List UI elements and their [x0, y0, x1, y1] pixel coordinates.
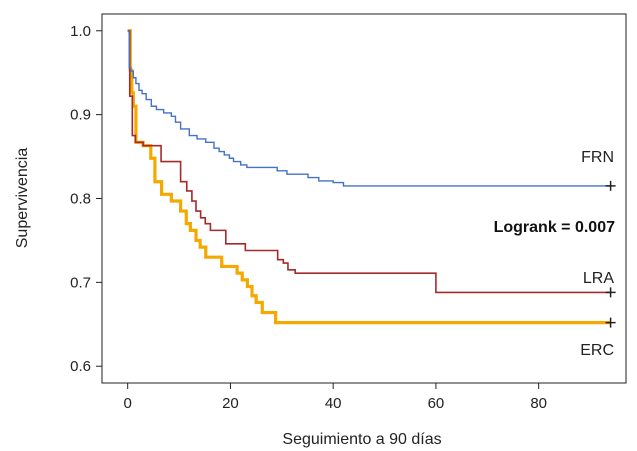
series-label-lra: LRA	[583, 270, 614, 287]
x-tick-label: 0	[124, 395, 132, 412]
plot-frame	[101, 13, 627, 384]
x-tick-label: 80	[530, 395, 547, 412]
series-label-erc: ERC	[580, 342, 614, 359]
x-axis: 0 20 40 60 80	[124, 383, 547, 412]
y-tick-label: 0.9	[70, 107, 91, 124]
logrank-annotation: Logrank = 0.007	[494, 219, 615, 236]
x-tick-label: 60	[428, 395, 445, 412]
x-tick-label: 20	[222, 395, 239, 412]
x-tick-label: 40	[325, 395, 342, 412]
series-line-erc	[127, 29, 611, 325]
series-line-lra	[127, 29, 611, 294]
y-axis: 0.6 0.7 0.8 0.9 1.0	[70, 23, 102, 375]
series-layer	[127, 29, 616, 328]
y-tick-label: 0.8	[70, 191, 91, 208]
censor-mark-erc	[605, 317, 616, 328]
y-tick-label: 0.6	[70, 358, 91, 375]
series-label-frn: FRN	[581, 149, 614, 166]
y-tick-label: 0.7	[70, 274, 91, 291]
censor-mark-frn	[605, 180, 616, 191]
y-axis-title: Supervivencia	[14, 148, 31, 249]
x-axis-title: Seguimiento a 90 días	[282, 431, 441, 448]
y-tick-label: 1.0	[70, 23, 91, 40]
censor-mark-lra	[605, 287, 616, 298]
series-labels: FRN LRA ERC	[580, 149, 614, 359]
series-line-frn	[127, 30, 611, 187]
